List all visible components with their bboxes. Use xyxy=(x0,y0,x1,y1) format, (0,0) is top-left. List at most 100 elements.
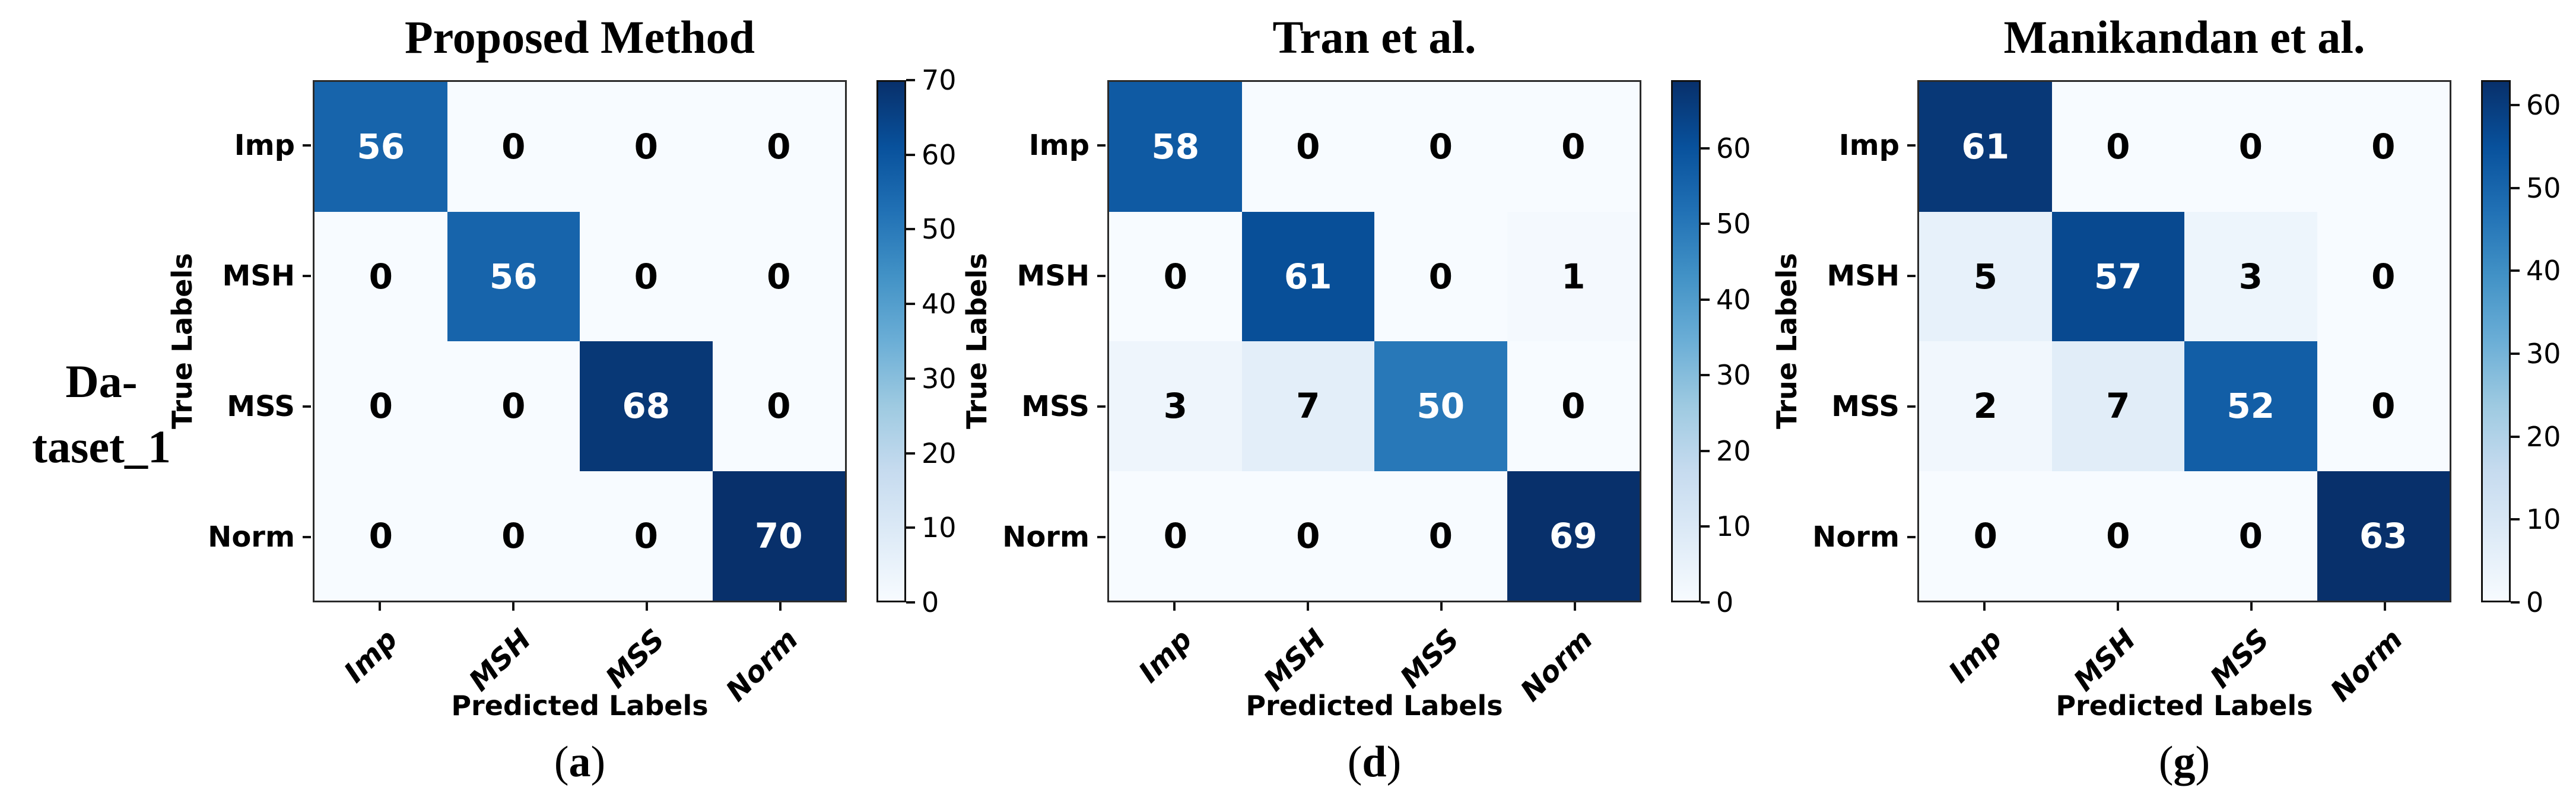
y-tick-label: Norm xyxy=(1002,520,1090,554)
matrix-cell-r1c2: 3 xyxy=(2184,211,2317,341)
colorbar-tick-label: 50 xyxy=(922,213,957,246)
matrix-cell-r2c3: 0 xyxy=(1507,341,1640,471)
matrix-cell-r0c3: 0 xyxy=(712,82,845,212)
colorbar-tick-mark xyxy=(2511,601,2520,604)
colorbar-tick-label: 60 xyxy=(2526,88,2561,121)
matrix-cell-r2c0: 0 xyxy=(315,341,447,471)
matrix-cell-r3c0: 0 xyxy=(315,471,447,601)
colorbar-tick-label: 30 xyxy=(1716,359,1751,392)
x-tick-mark xyxy=(645,602,648,611)
colorbar-tick-mark xyxy=(1701,147,1710,150)
colorbar-tick-mark xyxy=(2511,103,2520,106)
colorbar-tick-mark xyxy=(2511,186,2520,189)
colorbar-tick-label: 70 xyxy=(922,64,957,96)
matrix-cell-r3c1: 0 xyxy=(1241,471,1374,601)
y-tick-label: MSS xyxy=(1021,390,1090,423)
matrix-cell-r3c2: 0 xyxy=(2184,471,2317,601)
x-tick-mark xyxy=(779,602,782,611)
x-tick-mark xyxy=(2250,602,2253,611)
matrix-cell-r3c3: 63 xyxy=(2317,471,2450,601)
y-tick-label: Imp xyxy=(1838,129,1900,162)
matrix-cell-r3c3: 70 xyxy=(712,471,845,601)
colorbar-tick-label: 60 xyxy=(922,138,957,171)
matrix-cell-r2c0: 2 xyxy=(1919,341,2052,471)
y-tick-mark xyxy=(1097,536,1106,538)
colorbar-tick-label: 50 xyxy=(1716,208,1751,240)
matrix-cell-r1c1: 61 xyxy=(1241,211,1374,341)
colorbar-tick-mark xyxy=(906,153,915,156)
colorbar-tick-label: 60 xyxy=(1716,132,1751,164)
matrix-cell-r3c3: 69 xyxy=(1507,471,1640,601)
dataset-label-line1: Da- xyxy=(65,355,138,407)
y-tick-mark xyxy=(1907,144,1916,147)
colorbar-tick-mark xyxy=(906,452,915,455)
y-axis-label: True Labels xyxy=(961,253,993,430)
y-tick-mark xyxy=(1097,144,1106,147)
matrix-cell-r3c0: 0 xyxy=(1109,471,1242,601)
x-tick-mark xyxy=(2116,602,2119,611)
matrix-cell-r1c1: 56 xyxy=(447,211,580,341)
x-tick-mark xyxy=(2383,602,2386,611)
colorbar-tick-label: 0 xyxy=(1716,586,1734,618)
colorbar-tick-label: 30 xyxy=(922,362,957,395)
y-tick-label: Imp xyxy=(1028,129,1090,162)
colorbar-tick-label: 50 xyxy=(2526,172,2561,204)
panel-title: Manikandan et al. xyxy=(2003,11,2365,63)
colorbar-tick-mark xyxy=(906,228,915,231)
matrix-cell-r0c1: 0 xyxy=(1241,82,1374,212)
matrix-heatmap: 58 0 0 0 0 61 0 1 3 7 50 0 0 0 0 69 xyxy=(1107,80,1641,602)
matrix-cell-r0c1: 0 xyxy=(447,82,580,212)
matrix-cell-r0c0: 56 xyxy=(315,82,447,212)
panel-caption: (g) xyxy=(2158,738,2210,786)
matrix-cell-r0c2: 0 xyxy=(2184,82,2317,212)
caption-letter: a xyxy=(568,738,591,786)
colorbar-tick-label: 40 xyxy=(922,288,957,320)
colorbar-tick-mark xyxy=(906,377,915,380)
y-tick-mark xyxy=(1097,405,1106,408)
colorbar-tick-mark xyxy=(2511,518,2520,521)
colorbar xyxy=(1671,80,1701,602)
x-tick-mark xyxy=(378,602,381,611)
matrix-cell-r0c1: 0 xyxy=(2051,82,2184,212)
y-tick-label: MSH xyxy=(1827,259,1900,293)
x-tick-mark xyxy=(1573,602,1576,611)
matrix-cell-r2c3: 0 xyxy=(2317,341,2450,471)
y-tick-mark xyxy=(303,275,311,277)
matrix-heatmap: 61 0 0 0 5 57 3 0 2 7 52 0 0 0 0 63 xyxy=(1917,80,2451,602)
colorbar-tick-mark xyxy=(1701,298,1710,301)
caption-letter: d xyxy=(1362,738,1387,786)
matrix-cell-r3c1: 0 xyxy=(447,471,580,601)
colorbar-tick-label: 10 xyxy=(922,512,957,544)
matrix-cell-r2c0: 3 xyxy=(1109,341,1242,471)
matrix-cell-r0c2: 0 xyxy=(580,82,713,212)
x-tick-mark xyxy=(1173,602,1176,611)
matrix-cell-r1c0: 0 xyxy=(315,211,447,341)
matrix-cell-r1c0: 0 xyxy=(1109,211,1242,341)
matrix-cell-r1c2: 0 xyxy=(1374,211,1507,341)
colorbar xyxy=(2481,80,2511,602)
matrix-cell-r2c1: 0 xyxy=(447,341,580,471)
panel-caption: (a) xyxy=(554,738,606,786)
colorbar-tick-label: 20 xyxy=(922,437,957,469)
matrix-cell-r1c3: 0 xyxy=(712,211,845,341)
y-tick-mark xyxy=(303,405,311,408)
colorbar-tick-label: 10 xyxy=(2526,503,2561,536)
y-tick-mark xyxy=(1907,536,1916,538)
colorbar-tick-label: 40 xyxy=(1716,283,1751,316)
colorbar-tick-mark xyxy=(1701,449,1710,452)
colorbar-tick-mark xyxy=(2511,352,2520,355)
matrix-cell-r0c0: 58 xyxy=(1109,82,1242,212)
y-tick-label: Norm xyxy=(1812,520,1900,554)
y-tick-mark xyxy=(1907,405,1916,408)
y-tick-mark xyxy=(303,536,311,538)
matrix-cell-r2c1: 7 xyxy=(2051,341,2184,471)
matrix-cell-r1c2: 0 xyxy=(580,211,713,341)
y-tick-label: MSH xyxy=(222,259,295,293)
x-axis-label: Predicted Labels xyxy=(1246,690,1503,722)
y-tick-label: MSH xyxy=(1017,259,1090,293)
colorbar-tick-mark xyxy=(1701,374,1710,377)
matrix-cell-r1c1: 57 xyxy=(2051,211,2184,341)
matrix-cell-r0c2: 0 xyxy=(1374,82,1507,212)
matrix-cell-r2c2: 50 xyxy=(1374,341,1507,471)
y-tick-label: Norm xyxy=(208,520,295,554)
